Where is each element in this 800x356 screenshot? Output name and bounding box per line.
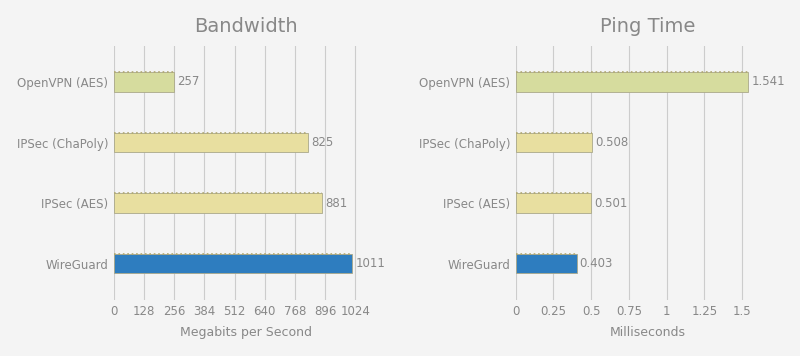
- Text: 881: 881: [325, 197, 347, 210]
- Text: 0.403: 0.403: [580, 257, 613, 270]
- Bar: [114, 254, 352, 273]
- Bar: [114, 72, 174, 91]
- Text: 1011: 1011: [355, 257, 386, 270]
- Title: Ping Time: Ping Time: [600, 17, 695, 36]
- Text: 257: 257: [178, 75, 200, 88]
- Bar: [516, 72, 749, 91]
- X-axis label: Megabits per Second: Megabits per Second: [180, 326, 312, 339]
- Bar: [516, 193, 591, 213]
- Bar: [114, 193, 322, 213]
- Title: Bandwidth: Bandwidth: [194, 17, 298, 36]
- Text: 1.541: 1.541: [751, 75, 786, 88]
- Bar: [114, 133, 309, 152]
- Text: 0.508: 0.508: [595, 136, 629, 149]
- Bar: [516, 133, 592, 152]
- Bar: [516, 254, 577, 273]
- X-axis label: Milliseconds: Milliseconds: [610, 326, 686, 339]
- Text: 825: 825: [311, 136, 334, 149]
- Text: 0.501: 0.501: [594, 197, 628, 210]
